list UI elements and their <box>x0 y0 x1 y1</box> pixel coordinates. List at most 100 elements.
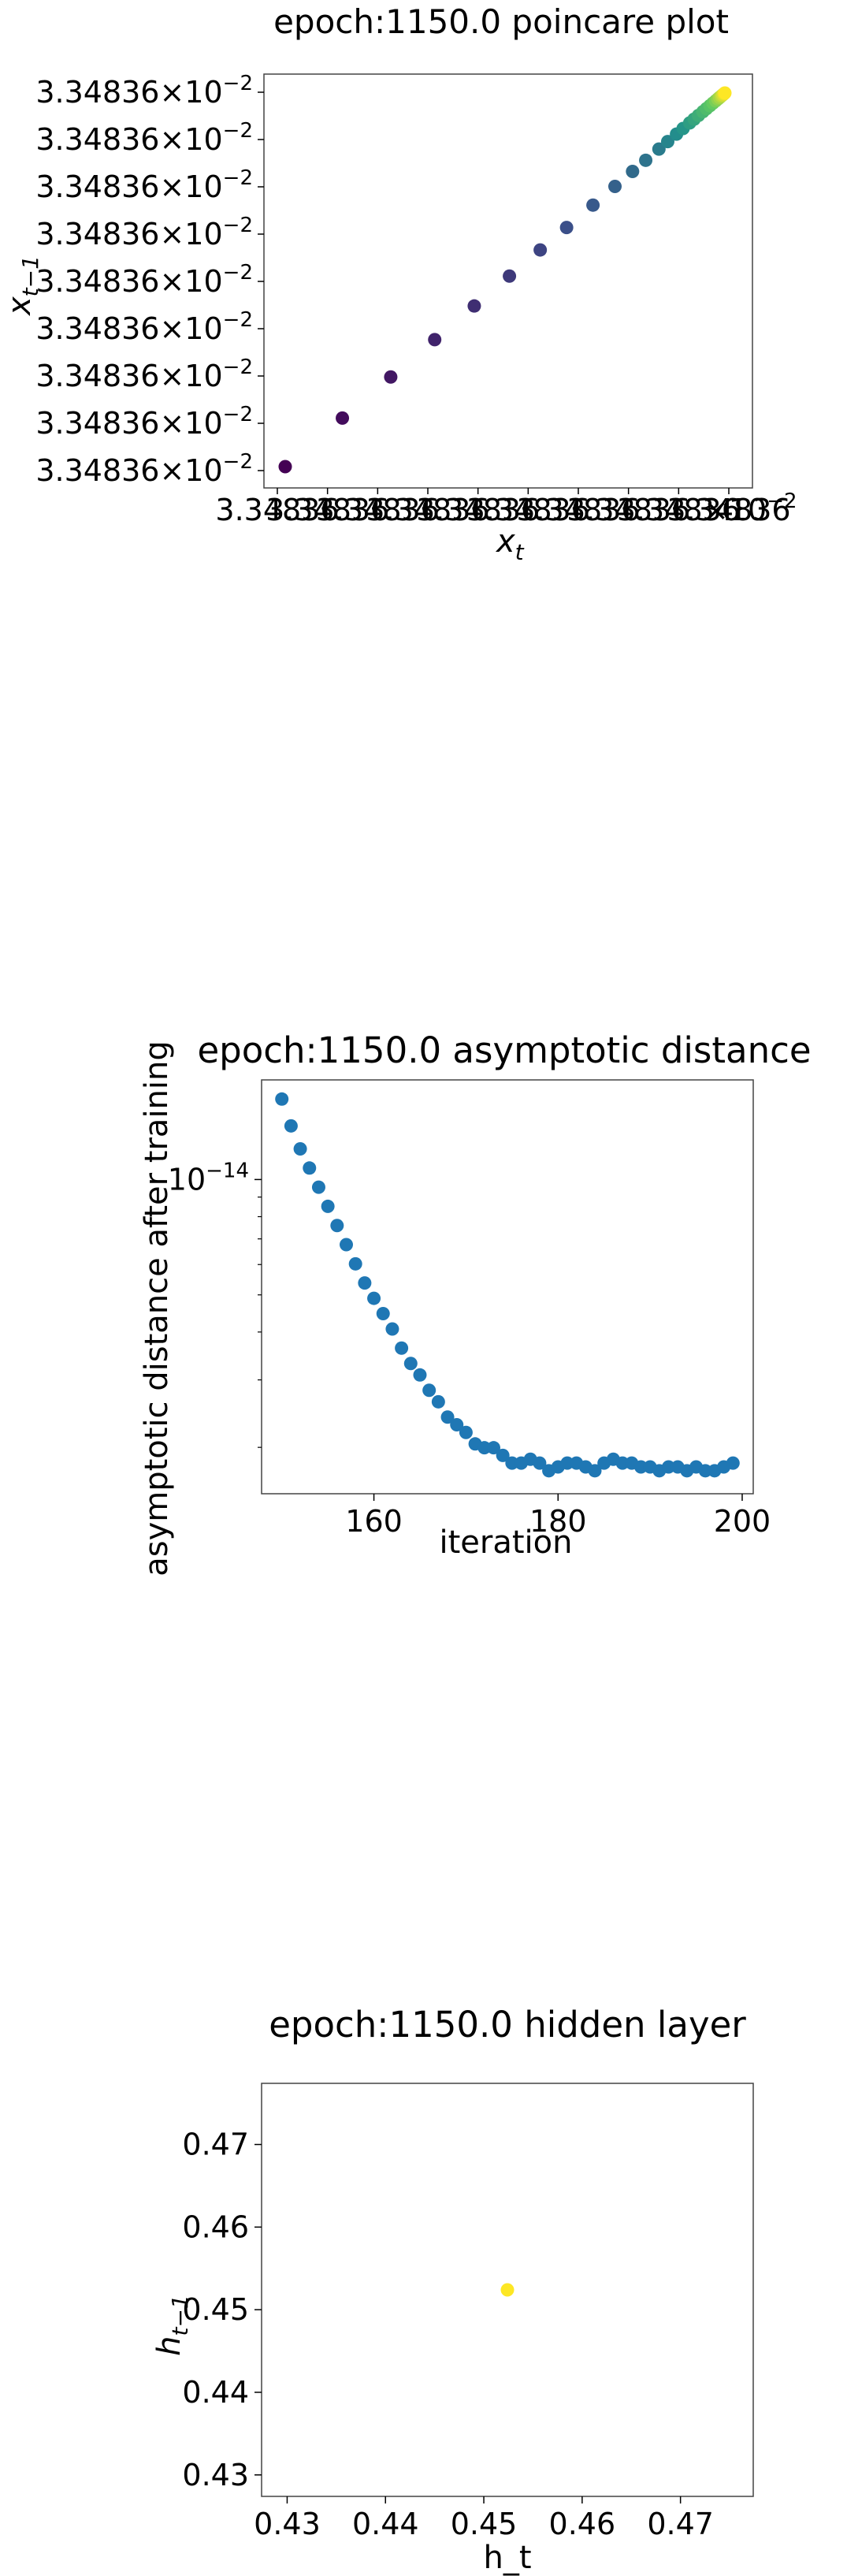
hidden-layer-points <box>500 2283 515 2297</box>
asymptotic-point <box>422 1383 437 1398</box>
asymptotic-point <box>633 1460 648 1474</box>
asymptotic-distance-plot-area <box>261 1079 754 1495</box>
asymptotic-point <box>340 1238 354 1252</box>
asymptotic-point <box>413 1368 427 1382</box>
asymptotic-x-tick-label: 180 <box>529 1504 587 1539</box>
poincare-point <box>503 269 517 283</box>
poincare-point <box>336 411 350 425</box>
asymptotic-point <box>403 1357 418 1371</box>
asymptotic-point <box>431 1394 445 1409</box>
asymptotic-distance-y-ticks: 10−14 <box>168 1159 262 1197</box>
poincare-point <box>608 180 622 193</box>
asymptotic-distance-points <box>275 1092 740 1478</box>
asymptotic-point <box>348 1256 362 1271</box>
poincare-x-tick-label: 3.34836 <box>617 493 741 527</box>
asymptotic-point <box>440 1410 455 1424</box>
asymptotic-point <box>330 1219 344 1233</box>
hidden-y-tick-label: 0.43 <box>182 2458 249 2492</box>
hidden-x-tick-label: 0.44 <box>352 2507 419 2541</box>
hidden-layer-x-ticks: 0.43 0.44 0.45 0.46 0.47 <box>254 2496 714 2541</box>
poincare-y-tick-label: 3.34836×10−2 <box>35 261 253 299</box>
hidden-x-tick-label: 0.43 <box>254 2507 321 2541</box>
asymptotic-distance-minor-ticks <box>258 1197 262 1448</box>
asymptotic-point <box>505 1456 519 1470</box>
poincare-point <box>384 370 398 384</box>
hidden-layer-title: epoch:1150.0 hidden layer <box>269 2004 746 2046</box>
poincare-x-tick-label: 3.34836 <box>316 493 440 527</box>
poincare-x-tick-label: 3.34836 <box>466 493 590 527</box>
hidden-x-tick-label: 0.47 <box>647 2507 714 2541</box>
asymptotic-point <box>376 1307 390 1321</box>
poincare-plot-y-ticks: 3.34836×10−2 3.34836×10−2 3.34836×10−2 3.34… <box>35 72 264 488</box>
asymptotic-point <box>450 1418 464 1431</box>
poincare-y-tick-label: 3.34836×10−2 <box>35 356 253 393</box>
asymptotic-point <box>367 1291 381 1305</box>
poincare-x-tick-label: 3.34836 <box>416 493 540 527</box>
asymptotic-distance-title: epoch:1150.0 asymptotic distance <box>197 1029 811 1071</box>
asymptotic-x-tick-label: 160 <box>345 1504 403 1539</box>
asymptotic-point <box>496 1448 510 1462</box>
asymptotic-point <box>358 1276 372 1290</box>
poincare-plot-x-ticks: 3.348363.348363.348363.348363.348363.348… <box>215 488 791 527</box>
asymptotic-point <box>385 1322 399 1336</box>
asymptotic-point <box>311 1180 325 1194</box>
asymptotic-x-tick-label: 200 <box>714 1504 771 1539</box>
poincare-point <box>467 299 481 313</box>
poincare-point <box>559 221 574 235</box>
poincare-x-tick-label: 3.34836 <box>266 493 389 527</box>
asymptotic-distance-x-ticks: 160 180 200 <box>345 1494 771 1539</box>
poincare-x-tick-label: 3.34836 <box>516 493 640 527</box>
asymptotic-y-tick-label: 10−14 <box>168 1159 249 1197</box>
hidden-y-tick-label: 0.46 <box>182 2209 249 2244</box>
poincare-point <box>278 460 292 474</box>
poincare-plot-points <box>278 86 732 474</box>
poincare-point <box>652 142 666 156</box>
asymptotic-point <box>459 1425 473 1439</box>
poincare-x-tick-label: 3.34836 <box>215 493 339 527</box>
asymptotic-point <box>395 1341 409 1355</box>
poincare-y-tick-label: 3.34836×10−2 <box>35 403 253 441</box>
poincare-point <box>639 153 653 167</box>
poincare-plot-ylabel: xt−1 <box>2 255 43 317</box>
poincare-plot-chart: epoch:1150.0 poincare plot 3.34836×10−23… <box>2 2 797 565</box>
hidden-layer-ylabel: ht−1 <box>151 2295 193 2356</box>
asymptotic-distance-xlabel: iteration <box>440 1524 573 1561</box>
asymptotic-point <box>533 1456 547 1470</box>
asymptotic-point <box>477 1441 492 1455</box>
asymptotic-point <box>303 1161 317 1175</box>
asymptotic-point <box>615 1456 630 1470</box>
poincare-point <box>533 243 548 257</box>
hidden-layer-chart: epoch:1150.0 hidden layer 0.43 0.44 0.45 0.… <box>151 2004 754 2576</box>
poincare-y-tick-label: 3.34836×10−2 <box>35 214 253 251</box>
poincare-point <box>626 165 640 179</box>
poincare-x-tick-label: 3.34836 <box>567 493 690 527</box>
asymptotic-point <box>486 1441 500 1455</box>
poincare-point <box>586 198 600 212</box>
poincare-plot-x-offset: ×10−2 <box>704 490 797 527</box>
asymptotic-point <box>293 1142 307 1156</box>
hidden-y-tick-label: 0.45 <box>182 2292 249 2327</box>
hidden-y-tick-label: 0.47 <box>182 2127 249 2162</box>
hidden-x-tick-label: 0.45 <box>451 2507 518 2541</box>
poincare-y-tick-label: 3.34836×10−2 <box>35 166 253 204</box>
asymptotic-point <box>321 1199 335 1213</box>
hidden-y-tick-label: 0.44 <box>182 2375 249 2410</box>
poincare-point <box>428 333 442 347</box>
poincare-point <box>660 135 674 149</box>
poincare-y-tick-label: 3.34836×10−2 <box>35 72 253 110</box>
hidden-layer-xlabel: h_t <box>483 2540 531 2576</box>
hidden-x-tick-label: 0.46 <box>549 2507 616 2541</box>
poincare-y-tick-label: 3.34836×10−2 <box>35 308 253 346</box>
hidden-layer-point <box>500 2283 515 2297</box>
poincare-point <box>718 86 732 100</box>
asymptotic-distance-ylabel: asymptotic distance after training <box>139 1040 175 1576</box>
poincare-plot-xlabel: xt <box>495 523 525 565</box>
asymptotic-distance-chart: epoch:1150.0 asymptotic distance 160 180 2… <box>139 1029 812 1576</box>
poincare-x-tick-label: 3.34836 <box>366 493 489 527</box>
poincare-y-tick-label: 3.34836×10−2 <box>35 119 253 157</box>
asymptotic-point <box>698 1464 712 1478</box>
asymptotic-point <box>284 1119 298 1133</box>
asymptotic-point <box>275 1092 289 1106</box>
poincare-x-tick-label: 3.34836 <box>667 493 790 527</box>
poincare-plot-title: epoch:1150.0 poincare plot <box>273 2 729 41</box>
